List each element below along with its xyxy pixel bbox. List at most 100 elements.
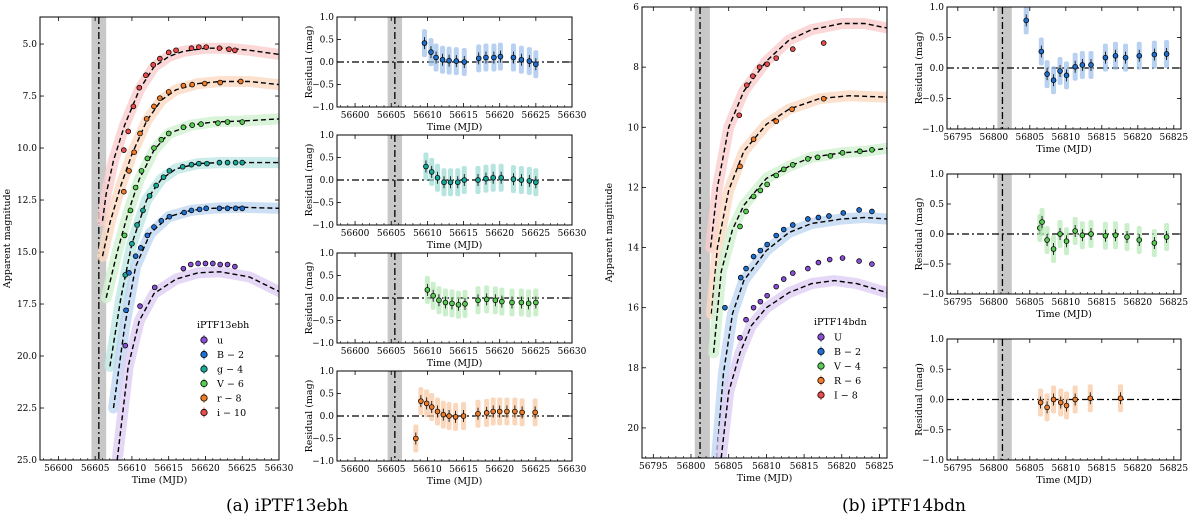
- data-point-r: [151, 103, 157, 110]
- x-tick-label: 56795: [639, 462, 668, 472]
- x-tick-label: 56620: [485, 347, 514, 357]
- legend-label: u: [217, 336, 223, 347]
- residual-point: [1079, 62, 1086, 68]
- residual-point: [1151, 240, 1158, 246]
- model-curve-R: [710, 94, 887, 314]
- x-tick-label: 56610: [413, 111, 442, 121]
- plot-area: [337, 253, 572, 343]
- model-curve-B: [715, 216, 887, 458]
- x-tick-label: 56615: [449, 229, 478, 239]
- data-point-R: [750, 136, 757, 143]
- x-tick-label: 56630: [558, 111, 587, 121]
- x-axis-label: Time (MJD): [427, 358, 483, 369]
- residual-point: [518, 177, 525, 183]
- data-point-I: [736, 112, 743, 119]
- x-tick-label: 56610: [118, 464, 147, 474]
- x-tick-label: 56600: [341, 229, 370, 239]
- data-point-g: [204, 160, 210, 167]
- legend-title: iPTF13ebh: [197, 320, 249, 331]
- data-point-B: [815, 214, 822, 221]
- x-tick-label: 56815: [790, 462, 819, 472]
- y-tick-label: 0.5: [320, 154, 335, 164]
- data-point-V: [764, 181, 770, 188]
- residual-point: [436, 297, 442, 304]
- residual-point: [526, 58, 533, 64]
- residual-point: [497, 53, 504, 60]
- plot-area: [337, 135, 572, 225]
- residual-point: [418, 398, 424, 404]
- x-tick-label: 56820: [1123, 133, 1152, 143]
- y-tick-label: 8: [633, 63, 639, 73]
- model-curve-V: [105, 118, 279, 298]
- y-axis-label: Residual (mag): [914, 363, 925, 436]
- data-point-g: [216, 159, 223, 166]
- x-tick-label: 56795: [943, 298, 972, 308]
- x-tick-label: 56615: [449, 111, 478, 121]
- residual-point: [434, 408, 441, 415]
- data-point-B: [764, 241, 770, 248]
- residual-point: [1112, 232, 1119, 239]
- residual-point: [1163, 51, 1170, 57]
- residual-point: [1072, 396, 1078, 403]
- x-axis-label: Time (MJD): [427, 240, 483, 251]
- legend-title: iPTF14bdn: [814, 317, 867, 328]
- y-tick-label: 0.5: [930, 34, 945, 44]
- y-tick-label: −1.0: [312, 457, 334, 467]
- legend-marker-I: [817, 391, 825, 399]
- legend: iPTF14bdn U B − 2 V − 4 R − 6 I − 8: [814, 317, 867, 402]
- data-point-B: [216, 205, 223, 212]
- residual-point: [1044, 404, 1050, 411]
- residual-point: [440, 411, 447, 418]
- x-tick-label: 56605: [377, 465, 406, 475]
- legend-label: U: [834, 333, 842, 344]
- x-tick-label: 56625: [228, 464, 257, 474]
- axes-frame: [39, 16, 280, 461]
- residual-point: [428, 49, 434, 55]
- model-band-u: [111, 266, 279, 460]
- data-point-r: [137, 130, 143, 137]
- data-point-V: [189, 122, 196, 128]
- y-tick-label: 1.0: [930, 3, 945, 13]
- data-point-B: [188, 207, 195, 214]
- chart-b-main: 56795 56800 56805 56810 56815 56820 56825 6 8 10 1…: [604, 3, 894, 484]
- residual-point: [475, 297, 481, 304]
- x-tick-label: 56600: [341, 111, 370, 121]
- x-tick-label: 56810: [752, 462, 781, 472]
- legend-marker-u: [200, 336, 208, 344]
- legend-marker-i: [200, 408, 208, 417]
- series-I: [705, 18, 887, 253]
- data-point-B: [826, 213, 832, 219]
- y-tick-label: −1.0: [312, 221, 334, 231]
- y-tick-label: 0.0: [320, 294, 335, 304]
- data-point-U: [826, 256, 833, 263]
- data-point-V: [127, 207, 134, 214]
- data-point-B: [869, 208, 875, 215]
- series-B: [711, 207, 887, 458]
- y-tick-label: 0.0: [930, 396, 945, 406]
- x-tick-label: 56800: [979, 298, 1008, 308]
- y-tick-label: 22.5: [17, 404, 37, 414]
- data-point-g: [188, 161, 195, 168]
- residual-point: [509, 299, 515, 306]
- x-tick-label: 56810: [1051, 464, 1080, 474]
- residual-point: [1063, 238, 1070, 245]
- model-curve-I: [709, 22, 887, 248]
- residual-point: [1072, 228, 1078, 234]
- y-axis-label: Apparent magnitude: [604, 182, 615, 283]
- data-point-V: [737, 223, 743, 230]
- data-point-V: [869, 147, 875, 153]
- data-point-g: [160, 174, 167, 180]
- data-point-U: [780, 276, 787, 282]
- residual-point: [1124, 234, 1130, 240]
- y-tick-label: 10.0: [17, 144, 37, 154]
- data-point-g: [224, 159, 231, 166]
- data-point-B: [126, 270, 132, 276]
- data-point-B: [203, 205, 209, 212]
- residual-point: [1117, 395, 1124, 402]
- caption-b: (b) iPTF14bdn: [842, 496, 966, 516]
- series-u: [111, 260, 279, 460]
- residual-point: [455, 301, 462, 308]
- data-point-U: [743, 316, 749, 323]
- data-point-V: [773, 172, 779, 179]
- residual-point: [483, 410, 490, 416]
